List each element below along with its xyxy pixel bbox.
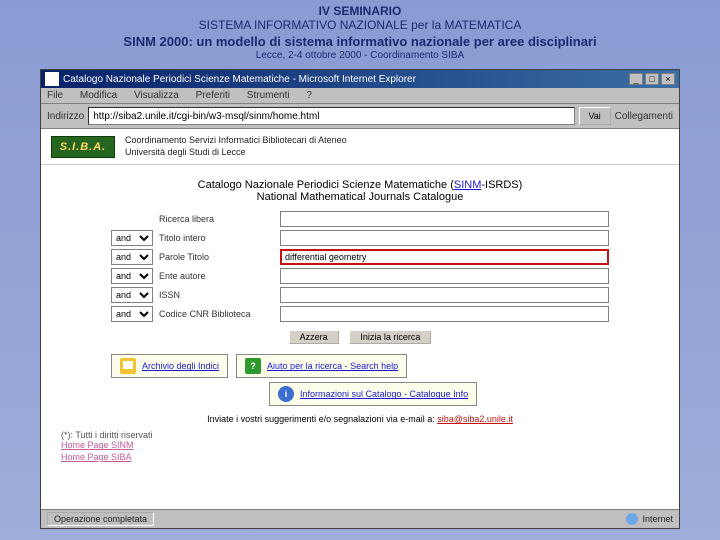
input-parole[interactable] <box>280 249 609 265</box>
op-cnr[interactable]: and <box>111 306 153 322</box>
label-ente: Ente autore <box>159 271 274 281</box>
menu-favorites[interactable]: Preferiti <box>196 90 230 101</box>
address-input[interactable] <box>88 107 574 125</box>
menu-file[interactable]: File <box>47 90 63 101</box>
op-issn[interactable]: and <box>111 287 153 303</box>
minimize-button[interactable]: _ <box>629 73 643 85</box>
slide-line3: SINM 2000: un modello di sistema informa… <box>0 34 720 49</box>
menu-view[interactable]: Visualizza <box>134 90 179 101</box>
link-row-1: Archivio degli Indici ? Aiuto per la ric… <box>111 354 609 378</box>
status-right: Internet <box>642 514 673 524</box>
input-ente[interactable] <box>280 268 609 284</box>
go-button[interactable]: Vai <box>579 107 611 125</box>
slide-header: IV SEMINARIO SISTEMA INFORMATIVO NAZIONA… <box>0 0 720 63</box>
siba-line2: Università degli Studi di Lecce <box>125 147 347 159</box>
close-button[interactable]: × <box>661 73 675 85</box>
label-issn: ISSN <box>159 290 274 300</box>
search-form: Ricerca libera and Titolo intero and Par… <box>111 211 609 322</box>
home-siba-link[interactable]: Home Page SIBA <box>61 452 659 464</box>
address-bar: Indirizzo Vai Collegamenti <box>41 104 679 129</box>
reset-button[interactable]: Azzera <box>289 330 339 344</box>
input-issn[interactable] <box>280 287 609 303</box>
ie-icon <box>45 72 59 86</box>
statusbar: Operazione completata Internet <box>41 509 679 528</box>
op-titolo[interactable]: and <box>111 230 153 246</box>
help-box: ? Aiuto per la ricerca - Search help <box>236 354 407 378</box>
mail-link[interactable]: siba@siba2.unile.it <box>437 414 513 424</box>
links-label[interactable]: Collegamenti <box>615 111 673 122</box>
slide-line1: IV SEMINARIO <box>0 4 720 18</box>
label-cnr: Codice CNR Biblioteca <box>159 309 274 319</box>
slide-line4: Lecce, 2-4 ottobre 2000 - Coordinamento … <box>0 50 720 61</box>
status-left: Operazione completata <box>47 512 154 526</box>
siba-logo: S.I.B.A. <box>51 136 115 158</box>
siba-header: S.I.B.A. Coordinamento Servizi Informati… <box>41 129 679 165</box>
window-title: Catalogo Nazionale Periodici Scienze Mat… <box>63 74 416 85</box>
menubar: File Modifica Visualizza Preferiti Strum… <box>41 88 679 104</box>
catalog-subtitle: National Mathematical Journals Catalogue <box>257 191 464 203</box>
link-row-2: i Informazioni sul Catalogo - Catalogue … <box>269 382 609 406</box>
search-button[interactable]: Inizia la ricerca <box>349 330 431 344</box>
input-ricerca[interactable] <box>280 211 609 227</box>
info-box: i Informazioni sul Catalogo - Catalogue … <box>269 382 477 406</box>
menu-edit[interactable]: Modifica <box>80 90 117 101</box>
input-cnr[interactable] <box>280 306 609 322</box>
sinm-link[interactable]: SINM <box>454 179 482 191</box>
maximize-button[interactable]: □ <box>645 73 659 85</box>
catalog-title: Catalogo Nazionale Periodici Scienze Mat… <box>51 179 669 203</box>
rights-note: (*): Tutti i diritti riservati <box>61 430 659 440</box>
menu-help[interactable]: ? <box>306 90 312 101</box>
op-ente[interactable]: and <box>111 268 153 284</box>
menu-tools[interactable]: Strumenti <box>247 90 290 101</box>
archive-link[interactable]: Archivio degli Indici <box>142 361 219 371</box>
mail-line: Inviate i vostri suggerimenti e/o segnal… <box>51 414 669 424</box>
button-row: Azzera Inizia la ricerca <box>51 330 669 344</box>
help-link[interactable]: Aiuto per la ricerca - Search help <box>267 361 398 371</box>
op-parole[interactable]: and <box>111 249 153 265</box>
info-link[interactable]: Informazioni sul Catalogo - Catalogue In… <box>300 389 468 399</box>
info-icon: i <box>278 386 294 402</box>
archive-icon <box>120 358 136 374</box>
label-parole: Parole Titolo <box>159 252 274 262</box>
archive-box: Archivio degli Indici <box>111 354 228 378</box>
internet-icon <box>626 513 638 525</box>
page-content: S.I.B.A. Coordinamento Servizi Informati… <box>41 129 679 509</box>
input-titolo[interactable] <box>280 230 609 246</box>
titlebar: Catalogo Nazionale Periodici Scienze Mat… <box>41 70 679 88</box>
home-sinm-link[interactable]: Home Page SINM <box>61 440 659 452</box>
address-label: Indirizzo <box>47 111 84 122</box>
slide-line2: SISTEMA INFORMATIVO NAZIONALE per la MAT… <box>0 18 720 32</box>
help-icon: ? <box>245 358 261 374</box>
label-titolo: Titolo intero <box>159 233 274 243</box>
browser-window: Catalogo Nazionale Periodici Scienze Mat… <box>40 69 680 529</box>
label-ricerca: Ricerca libera <box>159 214 274 224</box>
footer-links: (*): Tutti i diritti riservati Home Page… <box>61 430 659 463</box>
siba-line1: Coordinamento Servizi Informatici Biblio… <box>125 135 347 147</box>
